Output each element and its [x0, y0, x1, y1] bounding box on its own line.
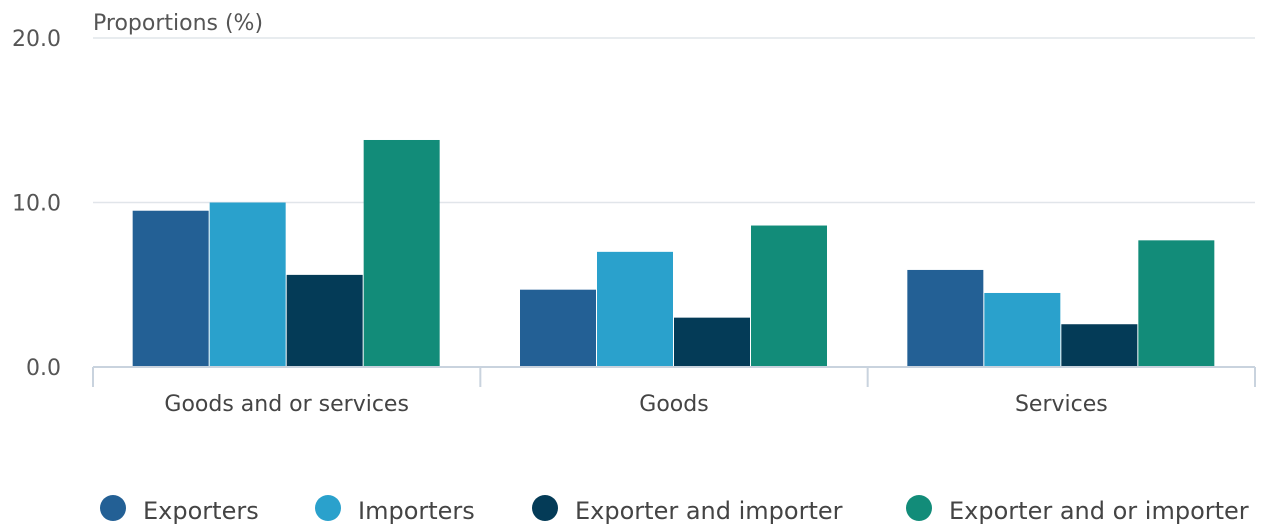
- category-label: Goods: [639, 392, 708, 417]
- bar: [1061, 324, 1138, 367]
- legend-label: Importers: [358, 497, 475, 525]
- bar: [286, 274, 363, 367]
- legend-swatch: [100, 495, 126, 521]
- category-label: Goods and or services: [164, 392, 409, 417]
- category-label: Services: [1015, 392, 1108, 417]
- legend-label: Exporter and importer: [575, 497, 843, 525]
- bar: [1138, 240, 1215, 367]
- legend-label: Exporter and or importer: [949, 497, 1249, 525]
- bar: [674, 317, 750, 367]
- bar: [907, 269, 984, 367]
- gridlines: [93, 37, 1255, 204]
- y-tick-labels: 0.0 10.0 20.0: [12, 27, 61, 381]
- bar: [597, 251, 673, 367]
- legend-label: Exporters: [143, 497, 259, 525]
- legend-swatch: [315, 495, 341, 521]
- y-tick-label: 0.0: [26, 356, 61, 381]
- legend-swatch: [906, 495, 932, 521]
- bar: [984, 292, 1061, 367]
- bars: [132, 139, 1215, 367]
- legend-swatch: [532, 495, 558, 521]
- legend: Exporters Importers Exporter and importer E…: [100, 495, 1249, 525]
- bar: [751, 225, 827, 367]
- x-axis: [92, 366, 1256, 387]
- category-labels: Goods and or services Goods Services: [164, 392, 1107, 417]
- bar: [132, 210, 209, 367]
- y-axis-label: Proportions (%): [93, 11, 263, 36]
- y-tick-label: 10.0: [12, 192, 61, 217]
- bar: [209, 202, 286, 367]
- y-tick-label: 20.0: [12, 27, 61, 52]
- bar: [520, 289, 596, 367]
- bar: [363, 139, 440, 367]
